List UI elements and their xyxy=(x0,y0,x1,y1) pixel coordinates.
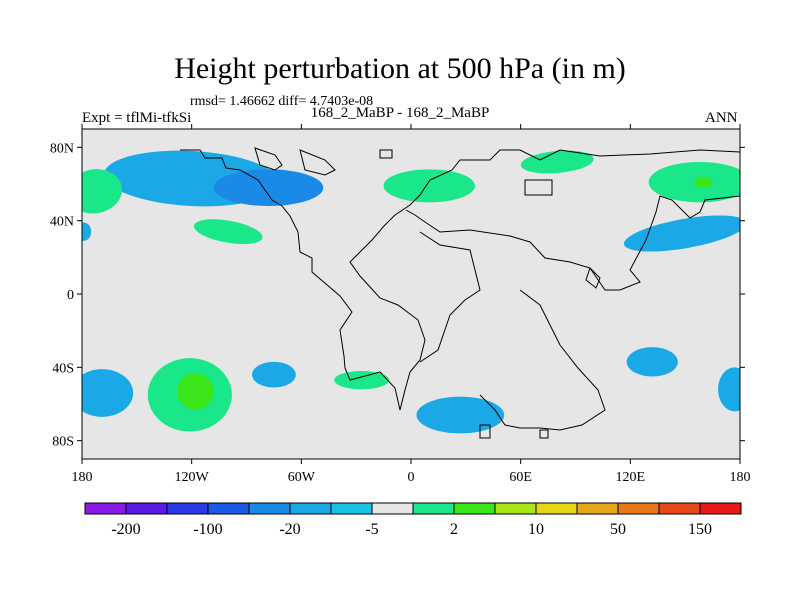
colorbar-box xyxy=(84,502,127,515)
colorbar-box xyxy=(125,502,168,515)
anomaly-patch-16 xyxy=(626,347,678,377)
map-axes: 180 120W 60W 0 60E 120E 180 80N 40N 0 40S 80S xyxy=(50,124,751,485)
colorbar-box xyxy=(289,502,332,515)
anomaly-fields xyxy=(82,150,740,434)
anomaly-patch-9 xyxy=(193,219,263,245)
anomaly-patch-1 xyxy=(213,169,324,207)
colorbar-box xyxy=(617,502,660,515)
anomaly-patch-14 xyxy=(334,371,390,390)
plot-title: Height perturbation at 500 hPa (in m) xyxy=(174,52,626,85)
season-label: ANN xyxy=(705,110,738,126)
anomaly-patch-15 xyxy=(416,396,505,434)
lon-tick-label: 60W xyxy=(288,470,316,485)
colorbar-box xyxy=(412,502,455,515)
anomaly-patch-4 xyxy=(520,150,594,174)
colorbar-box xyxy=(248,502,291,515)
lat-tick-label: 40S xyxy=(52,361,74,376)
experiment-label: Expt = tflMi-tfkSi xyxy=(82,110,192,126)
lat-tick-label: 80N xyxy=(50,141,74,156)
colorbar-box xyxy=(658,502,701,515)
colorbar-box xyxy=(576,502,619,515)
colorbar-box xyxy=(166,502,209,515)
case-label: 168_2_MaBP - 168_2_MaBP xyxy=(310,105,490,121)
colorbar-label: -20 xyxy=(279,521,300,538)
colorbar: -200 -100 -20 -5 2 10 50 150 xyxy=(84,502,742,538)
coastlines xyxy=(180,147,740,439)
lon-tick-label: 120E xyxy=(616,470,646,485)
colorbar-label: -100 xyxy=(193,521,222,538)
rmsd-diff-stats: rmsd= 1.46662 diff= 4.7403e-08 xyxy=(190,94,374,109)
anomaly-patch-2 xyxy=(82,169,123,214)
colorbar-label: -5 xyxy=(365,521,378,538)
colorbar-box xyxy=(330,502,373,515)
colorbar-label: 2 xyxy=(450,521,458,538)
anomaly-patch-3 xyxy=(383,169,475,203)
lon-tick-label: 0 xyxy=(408,470,415,485)
anomaly-patch-8 xyxy=(82,222,92,241)
colorbar-label: 10 xyxy=(528,521,544,538)
anomaly-patch-12 xyxy=(82,369,134,417)
colorbar-box xyxy=(494,502,537,515)
lon-tick-label: 180 xyxy=(72,470,93,485)
anomaly-patch-6 xyxy=(694,176,713,188)
lat-tick-label: 40N xyxy=(50,215,74,230)
anomaly-patch-11 xyxy=(177,372,214,410)
anomaly-patch-13 xyxy=(251,361,296,388)
anomaly-patch-17 xyxy=(718,367,740,412)
colorbar-label: -200 xyxy=(111,521,140,538)
lon-tick-label: 60E xyxy=(509,470,532,485)
colorbar-box xyxy=(207,502,250,515)
lon-tick-label: 120W xyxy=(175,470,210,485)
lon-tick-label: 180 xyxy=(730,470,751,485)
lat-tick-label: 0 xyxy=(67,288,74,303)
anomaly-patch-7 xyxy=(623,215,740,252)
lat-tick-label: 80S xyxy=(52,435,74,450)
colorbar-label: 50 xyxy=(610,521,626,538)
colorbar-box xyxy=(699,502,742,515)
colorbar-box xyxy=(371,502,414,515)
colorbar-box xyxy=(453,502,496,515)
colorbar-box xyxy=(535,502,578,515)
colorbar-label: 150 xyxy=(688,521,712,538)
